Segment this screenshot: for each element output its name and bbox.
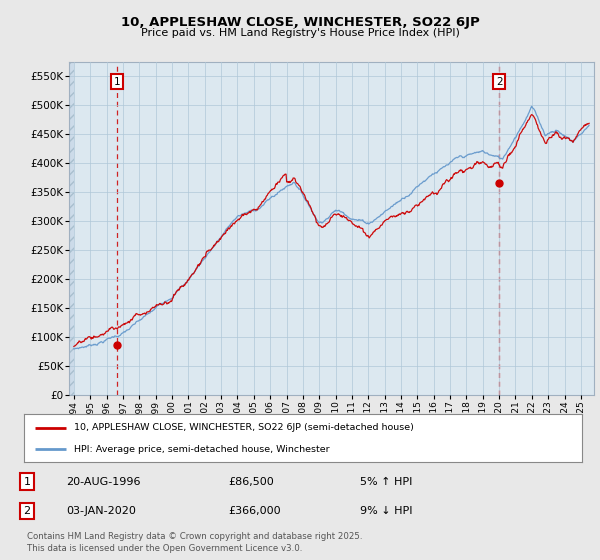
Text: 1: 1 (23, 477, 31, 487)
Text: Contains HM Land Registry data © Crown copyright and database right 2025.
This d: Contains HM Land Registry data © Crown c… (27, 532, 362, 553)
Text: 1: 1 (114, 77, 121, 87)
Text: 03-JAN-2020: 03-JAN-2020 (66, 506, 136, 516)
Text: 9% ↓ HPI: 9% ↓ HPI (360, 506, 413, 516)
Text: 2: 2 (23, 506, 31, 516)
Text: Price paid vs. HM Land Registry's House Price Index (HPI): Price paid vs. HM Land Registry's House … (140, 28, 460, 38)
Text: 10, APPLESHAW CLOSE, WINCHESTER, SO22 6JP (semi-detached house): 10, APPLESHAW CLOSE, WINCHESTER, SO22 6J… (74, 423, 414, 432)
Text: £366,000: £366,000 (228, 506, 281, 516)
Text: 20-AUG-1996: 20-AUG-1996 (66, 477, 140, 487)
Text: 2: 2 (496, 77, 503, 87)
Text: 5% ↑ HPI: 5% ↑ HPI (360, 477, 412, 487)
Text: HPI: Average price, semi-detached house, Winchester: HPI: Average price, semi-detached house,… (74, 445, 330, 454)
Text: £86,500: £86,500 (228, 477, 274, 487)
Text: 10, APPLESHAW CLOSE, WINCHESTER, SO22 6JP: 10, APPLESHAW CLOSE, WINCHESTER, SO22 6J… (121, 16, 479, 29)
